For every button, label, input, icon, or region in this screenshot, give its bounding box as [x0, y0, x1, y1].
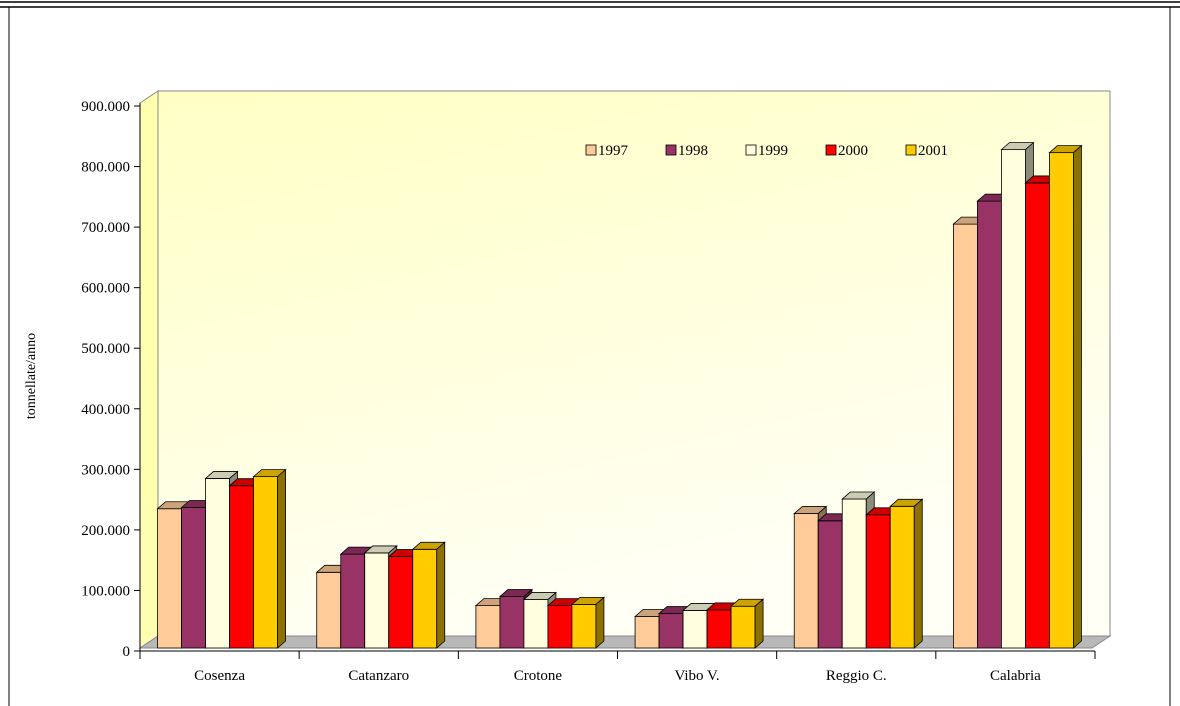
bar: [253, 476, 278, 649]
y-tick-label: 600.000: [81, 281, 130, 297]
bar: [1001, 149, 1026, 649]
bar-side: [595, 596, 605, 649]
bar: [547, 605, 573, 649]
category-label: Catanzaro: [348, 668, 409, 684]
y-tick-label: 700.000: [81, 220, 130, 236]
bar: [977, 200, 1002, 649]
category-label: Crotone: [514, 668, 563, 684]
legend-swatch: [585, 144, 597, 156]
legend-swatch: [905, 144, 917, 156]
bar: [364, 552, 390, 649]
legend-label: 1998: [678, 143, 708, 159]
bar: [340, 553, 366, 649]
bar: [316, 571, 342, 649]
category-label: Reggio C.: [826, 668, 887, 684]
bar: [388, 556, 414, 649]
bar: [634, 616, 660, 649]
bar: [1049, 152, 1074, 649]
legend-label: 2000: [838, 143, 868, 159]
bar: [817, 520, 843, 649]
bar: [889, 505, 915, 649]
bar: [953, 223, 978, 649]
bar: [181, 507, 206, 649]
bar: [205, 478, 230, 649]
x-ticks: Cosenza Catanzaro Crotone Vibo V. Reggio C. C…: [139, 651, 1096, 684]
category-label: Cosenza: [194, 668, 245, 684]
category-label: Calabria: [990, 668, 1041, 684]
legend-label: 2001: [918, 143, 948, 159]
y-ticks: 0 100.000 200.000 300.000 400.000 500.000 600.…: [81, 99, 140, 660]
bar-side: [277, 468, 286, 649]
bar: [793, 513, 819, 649]
y-tick-label: 100.000: [81, 583, 130, 599]
bar-side: [913, 498, 923, 649]
bar: [658, 613, 684, 649]
bar-side: [1073, 144, 1082, 649]
bar: [841, 498, 867, 649]
bars: [156, 141, 1083, 649]
y-axis-title: tonnellate/anno: [24, 333, 39, 419]
bar: [475, 605, 501, 649]
y-tick-label: 400.000: [81, 402, 130, 418]
bar: [730, 605, 756, 649]
legend-swatch: [825, 144, 837, 156]
bar: [157, 508, 182, 649]
y-tick-label: 900.000: [81, 99, 130, 115]
bar: [706, 609, 732, 649]
bar: [499, 596, 525, 649]
bar: [865, 514, 891, 649]
y-tick-label: 800.000: [81, 160, 130, 176]
legend-swatch: [665, 144, 677, 156]
y-tick-label: 500.000: [81, 341, 130, 357]
legend-label: 1999: [758, 143, 788, 159]
bar: [229, 485, 254, 649]
y-tick-label: 200.000: [81, 523, 130, 539]
bar: [412, 548, 438, 649]
bar: [523, 599, 549, 649]
legend-swatch: [745, 144, 757, 156]
y-tick-label: 0: [123, 644, 131, 660]
legend: 1997 1998 1999 2000 2001: [585, 143, 948, 159]
bar: [682, 610, 708, 649]
category-label: Vibo V.: [674, 668, 719, 684]
y-tick-label: 300.000: [81, 462, 130, 478]
legend-label: 1997: [598, 143, 629, 159]
bar-side: [754, 598, 764, 649]
bar: [1025, 182, 1050, 649]
bar-side: [436, 541, 446, 649]
side-wall: [139, 90, 159, 649]
bar: [571, 604, 597, 649]
